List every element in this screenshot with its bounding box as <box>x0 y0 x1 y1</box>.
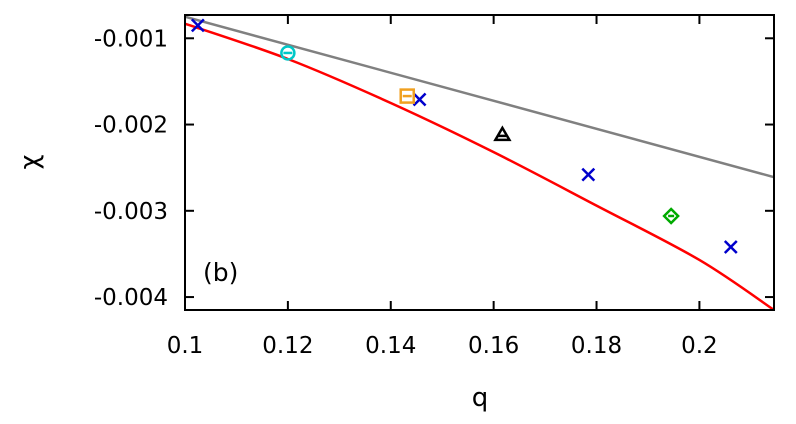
x-tick-label: 0.12 <box>262 333 313 359</box>
x-tick-label: 0.14 <box>365 333 416 359</box>
data-point-x-0 <box>190 18 205 33</box>
y-tick-label: -0.004 <box>94 285 168 311</box>
plot-frame <box>184 14 775 311</box>
y-tick-label: -0.001 <box>94 26 168 52</box>
data-point-circle-dash-0 <box>280 45 296 61</box>
series-line-0 <box>185 15 774 179</box>
x-tick-label: 0.2 <box>681 333 718 359</box>
x-axis-ticks: 0.1 0.12 0.14 0.16 0.18 0.2 <box>167 15 718 359</box>
x-axis-title: q <box>472 383 489 413</box>
data-point-x-2 <box>581 167 596 182</box>
y-tick-label: -0.003 <box>94 199 168 225</box>
series-line-1 <box>185 22 774 310</box>
panel-label: (b) <box>203 258 238 287</box>
series-markers <box>190 18 738 254</box>
x-tick-label: 0.1 <box>167 333 204 359</box>
x-tick-label: 0.16 <box>468 333 519 359</box>
y-axis-ticks: -0.001 -0.002 -0.003 -0.004 <box>94 26 774 311</box>
y-tick-label: -0.002 <box>94 113 168 139</box>
data-point-x-1 <box>412 92 427 107</box>
data-point-x-3 <box>723 240 738 254</box>
y-axis-title: χ <box>15 154 45 169</box>
data-point-triangle-dash-0 <box>493 125 512 142</box>
series-lines <box>185 15 774 310</box>
x-tick-label: 0.18 <box>571 333 622 359</box>
data-point-diamond-dash-0 <box>662 207 680 225</box>
data-point-square-dash-0 <box>399 88 415 104</box>
